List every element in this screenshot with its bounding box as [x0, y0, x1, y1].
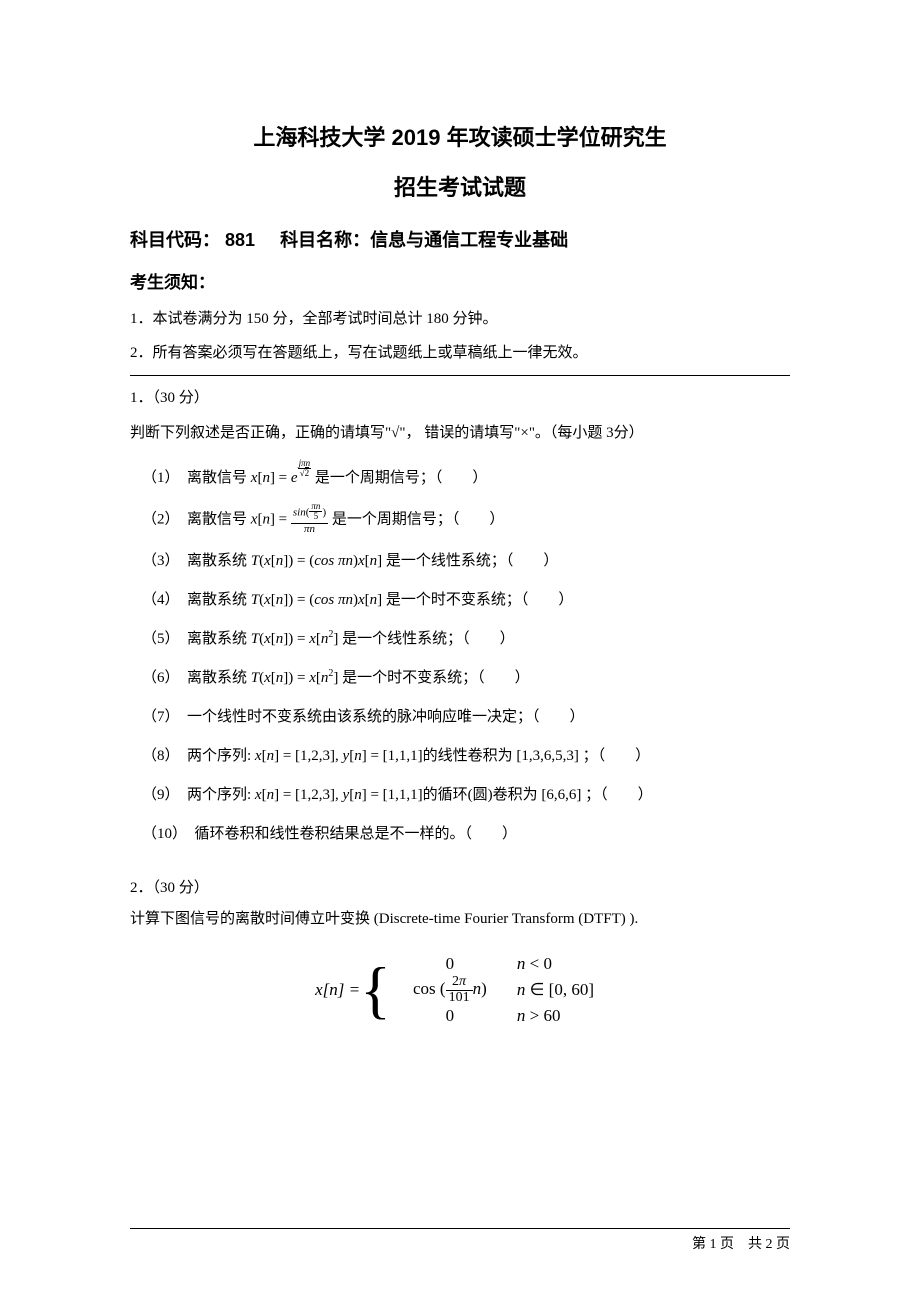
sub-question: （4） 离散系统 T(x[n]) = (cos πn)x[n] 是一个时不变系统…: [130, 587, 790, 614]
piecewise-condition: n > 60: [505, 1006, 605, 1026]
piecewise-row: 0n > 60: [395, 1003, 605, 1029]
subject-code: 881: [225, 230, 255, 250]
sub-question: （7） 一个线性时不变系统由该系统的脉冲响应唯一决定；（ ）: [130, 704, 790, 731]
sub-question: （5） 离散系统 T(x[n]) = x[n2] 是一个线性系统；（ ）: [130, 626, 790, 653]
notice-label: 考生须知：: [130, 268, 790, 293]
subject-code-label: 科目代码：: [130, 230, 220, 250]
notice-2: 2．所有答案必须写在答题纸上，写在试题纸上或草稿纸上一律无效。: [130, 341, 790, 365]
q1-header: 1．（30 分）: [130, 386, 790, 410]
divider: [130, 375, 790, 376]
brace-icon: {: [360, 958, 391, 1022]
q2-piecewise: x[n] = { 0n < 0cos (2π101n)n ∈ [0, 60]0n…: [130, 951, 790, 1029]
sub-question: （10） 循环卷积和线性卷积结果总是不一样的。（ ）: [130, 821, 790, 848]
piecewise-value: cos (2π101n): [395, 975, 505, 1005]
sub-question: （3） 离散系统 T(x[n]) = (cos πn)x[n] 是一个线性系统；…: [130, 548, 790, 575]
footer-page: 第 1 页 共 2 页: [130, 1233, 790, 1253]
title-main: 上海科技大学 2019 年攻读硕士学位研究生: [130, 120, 790, 152]
piecewise-row: cos (2π101n)n ∈ [0, 60]: [395, 977, 605, 1003]
piecewise-value: 0: [395, 1006, 505, 1026]
piecewise-rows: 0n < 0cos (2π101n)n ∈ [0, 60]0n > 60: [395, 951, 605, 1029]
sub-question: （1） 离散信号 x[n] = ejπn√2 是一个周期信号；（ ）: [130, 465, 790, 492]
title-sub: 招生考试试题: [130, 170, 790, 202]
q2-lhs: x[n] =: [315, 980, 360, 1000]
piecewise-condition: n < 0: [505, 954, 605, 974]
footer: 第 1 页 共 2 页: [130, 1228, 790, 1253]
q2-header: 2．（30 分）: [130, 876, 790, 897]
sub-question: （8） 两个序列: x[n] = [1,2,3], y[n] = [1,1,1]…: [130, 743, 790, 770]
notice-1: 1．本试卷满分为 150 分，全部考试时间总计 180 分钟。: [130, 307, 790, 331]
q2-intro: 计算下图信号的离散时间傅立叶变换 (Discrete-time Fourier …: [130, 907, 790, 931]
footer-line: [130, 1228, 790, 1229]
q1-items: （1） 离散信号 x[n] = ejπn√2 是一个周期信号；（ ） （2） 离散…: [130, 465, 790, 848]
q1-intro: 判断下列叙述是否正确，正确的请填写"√"， 错误的请填写"×"。（每小题 3分）: [130, 420, 790, 447]
sub-question: （9） 两个序列: x[n] = [1,2,3], y[n] = [1,1,1]…: [130, 782, 790, 809]
piecewise-condition: n ∈ [0, 60]: [505, 980, 605, 1000]
subject-name: 信息与通信工程专业基础: [370, 230, 568, 250]
subject-line: 科目代码： 881 科目名称：信息与通信工程专业基础: [130, 226, 790, 252]
piecewise-value: 0: [395, 954, 505, 974]
subject-name-label: 科目名称：: [280, 230, 370, 250]
sub-question: （6） 离散系统 T(x[n]) = x[n2] 是一个时不变系统；（ ）: [130, 665, 790, 692]
sub-question: （2） 离散信号 x[n] = sin(πn5)πn 是一个周期信号；（ ）: [130, 504, 790, 536]
piecewise-row: 0n < 0: [395, 951, 605, 977]
